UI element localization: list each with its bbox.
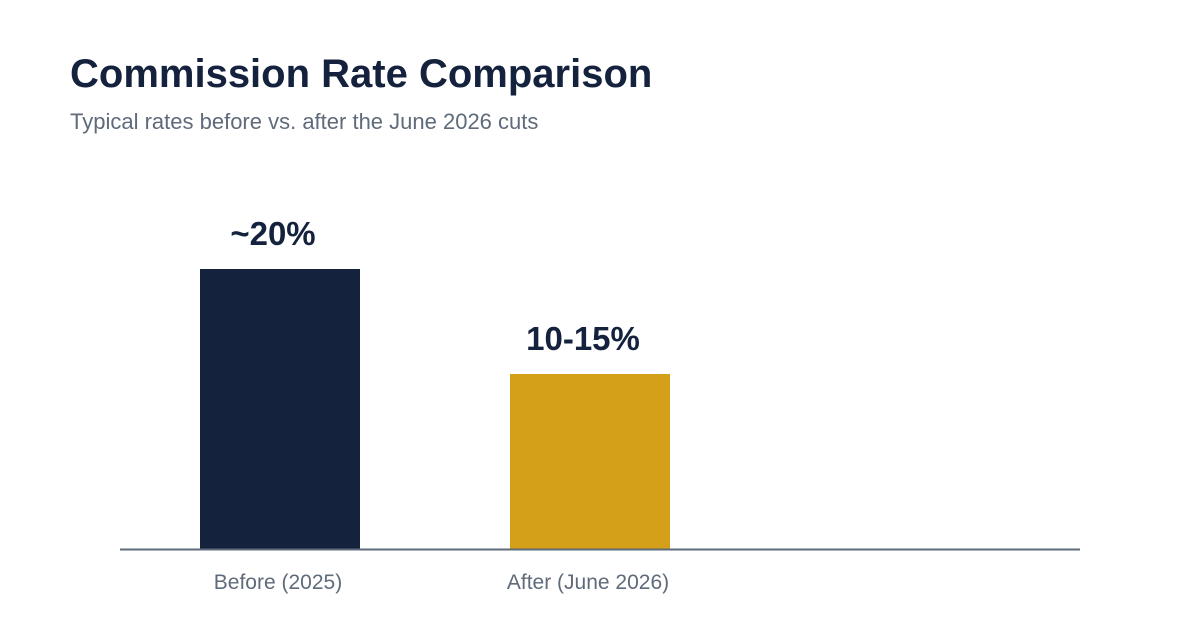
chart-title: Commission Rate Comparison	[70, 52, 653, 96]
bar-value-label-0: ~20%	[230, 215, 315, 252]
chart-subtitle: Typical rates before vs. after the June …	[70, 109, 539, 134]
bar-1	[510, 374, 670, 549]
bar-value-label-1: 10-15%	[526, 320, 640, 357]
bar-0	[200, 269, 360, 549]
category-label-1: After (June 2026)	[507, 571, 669, 594]
category-label-0: Before (2025)	[214, 571, 342, 594]
